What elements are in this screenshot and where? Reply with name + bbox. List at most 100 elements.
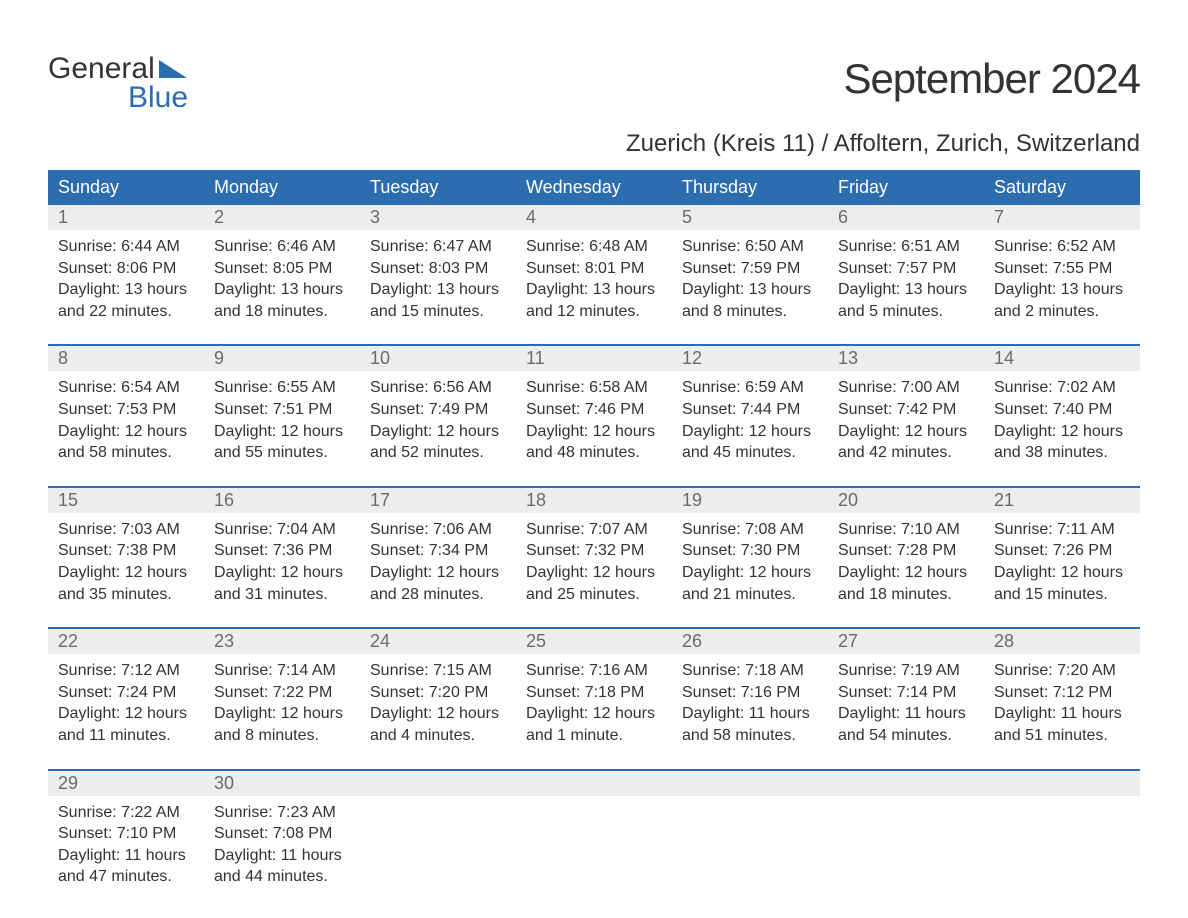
day-d2-text: and 21 minutes.: [682, 584, 818, 606]
day-d2-text: and 18 minutes.: [214, 301, 350, 323]
day-sr-text: Sunrise: 6:50 AM: [682, 236, 818, 258]
dow-friday: Friday: [828, 170, 984, 205]
day-d1-text: Daylight: 13 hours: [214, 279, 350, 301]
day-d2-text: and 45 minutes.: [682, 442, 818, 464]
day-d2-text: and 47 minutes.: [58, 866, 194, 888]
day-content-cell: Sunrise: 7:02 AMSunset: 7:40 PMDaylight:…: [984, 371, 1140, 486]
day-sr-text: Sunrise: 7:08 AM: [682, 519, 818, 541]
day-sr-text: Sunrise: 7:11 AM: [994, 519, 1130, 541]
day-content-cell: Sunrise: 7:23 AMSunset: 7:08 PMDaylight:…: [204, 796, 360, 910]
day-sr-text: Sunrise: 7:16 AM: [526, 660, 662, 682]
day-ss-text: Sunset: 8:01 PM: [526, 258, 662, 280]
day-number-cell: 28: [984, 628, 1140, 654]
day-number-cell: 19: [672, 487, 828, 513]
day-d1-text: Daylight: 13 hours: [370, 279, 506, 301]
day-ss-text: Sunset: 7:51 PM: [214, 399, 350, 421]
day-content-cell: Sunrise: 6:58 AMSunset: 7:46 PMDaylight:…: [516, 371, 672, 486]
day-content-cell: Sunrise: 7:06 AMSunset: 7:34 PMDaylight:…: [360, 513, 516, 628]
day-content-cell: Sunrise: 6:55 AMSunset: 7:51 PMDaylight:…: [204, 371, 360, 486]
day-d2-text: and 28 minutes.: [370, 584, 506, 606]
dow-monday: Monday: [204, 170, 360, 205]
day-number-cell: 17: [360, 487, 516, 513]
day-d2-text: and 51 minutes.: [994, 725, 1130, 747]
day-d1-text: Daylight: 12 hours: [214, 562, 350, 584]
week-daynum-row: 22232425262728: [48, 628, 1140, 654]
day-ss-text: Sunset: 7:12 PM: [994, 682, 1130, 704]
day-content-cell: Sunrise: 7:15 AMSunset: 7:20 PMDaylight:…: [360, 654, 516, 769]
day-content-cell: Sunrise: 6:59 AMSunset: 7:44 PMDaylight:…: [672, 371, 828, 486]
day-sr-text: Sunrise: 6:44 AM: [58, 236, 194, 258]
day-number-cell: 20: [828, 487, 984, 513]
day-d1-text: Daylight: 12 hours: [526, 703, 662, 725]
day-d2-text: and 25 minutes.: [526, 584, 662, 606]
day-ss-text: Sunset: 8:03 PM: [370, 258, 506, 280]
day-ss-text: Sunset: 7:26 PM: [994, 540, 1130, 562]
day-d2-text: and 8 minutes.: [214, 725, 350, 747]
day-d1-text: Daylight: 13 hours: [838, 279, 974, 301]
day-number-cell: 7: [984, 205, 1140, 230]
day-d1-text: Daylight: 12 hours: [526, 421, 662, 443]
day-content-cell: Sunrise: 6:48 AMSunset: 8:01 PMDaylight:…: [516, 230, 672, 345]
day-d1-text: Daylight: 13 hours: [58, 279, 194, 301]
day-number-cell: 30: [204, 770, 360, 796]
day-sr-text: Sunrise: 7:02 AM: [994, 377, 1130, 399]
day-sr-text: Sunrise: 6:46 AM: [214, 236, 350, 258]
day-sr-text: Sunrise: 7:18 AM: [682, 660, 818, 682]
day-d2-text: and 12 minutes.: [526, 301, 662, 323]
day-d1-text: Daylight: 12 hours: [58, 562, 194, 584]
day-ss-text: Sunset: 7:55 PM: [994, 258, 1130, 280]
day-number-cell: [828, 770, 984, 796]
day-ss-text: Sunset: 7:42 PM: [838, 399, 974, 421]
day-number-cell: [984, 770, 1140, 796]
day-content-cell: Sunrise: 7:20 AMSunset: 7:12 PMDaylight:…: [984, 654, 1140, 769]
dow-wednesday: Wednesday: [516, 170, 672, 205]
day-content-cell: Sunrise: 7:22 AMSunset: 7:10 PMDaylight:…: [48, 796, 204, 910]
day-d2-text: and 5 minutes.: [838, 301, 974, 323]
day-d1-text: Daylight: 12 hours: [526, 562, 662, 584]
dow-saturday: Saturday: [984, 170, 1140, 205]
day-number-cell: 22: [48, 628, 204, 654]
day-ss-text: Sunset: 7:18 PM: [526, 682, 662, 704]
day-d1-text: Daylight: 12 hours: [58, 703, 194, 725]
day-number-cell: 24: [360, 628, 516, 654]
day-ss-text: Sunset: 7:20 PM: [370, 682, 506, 704]
day-number-cell: 27: [828, 628, 984, 654]
day-content-cell: Sunrise: 7:11 AMSunset: 7:26 PMDaylight:…: [984, 513, 1140, 628]
day-d2-text: and 18 minutes.: [838, 584, 974, 606]
day-ss-text: Sunset: 7:49 PM: [370, 399, 506, 421]
day-sr-text: Sunrise: 7:03 AM: [58, 519, 194, 541]
day-d2-text: and 55 minutes.: [214, 442, 350, 464]
day-ss-text: Sunset: 7:36 PM: [214, 540, 350, 562]
day-sr-text: Sunrise: 7:10 AM: [838, 519, 974, 541]
day-d2-text: and 1 minute.: [526, 725, 662, 747]
day-ss-text: Sunset: 7:32 PM: [526, 540, 662, 562]
day-number-cell: 26: [672, 628, 828, 654]
day-number-cell: 10: [360, 345, 516, 371]
day-d2-text: and 44 minutes.: [214, 866, 350, 888]
week-daynum-row: 2930: [48, 770, 1140, 796]
day-content-cell: [516, 796, 672, 910]
day-ss-text: Sunset: 7:24 PM: [58, 682, 194, 704]
dow-header-row: Sunday Monday Tuesday Wednesday Thursday…: [48, 170, 1140, 205]
day-ss-text: Sunset: 8:06 PM: [58, 258, 194, 280]
day-d2-text: and 35 minutes.: [58, 584, 194, 606]
day-d2-text: and 54 minutes.: [838, 725, 974, 747]
day-d1-text: Daylight: 12 hours: [370, 703, 506, 725]
day-sr-text: Sunrise: 6:47 AM: [370, 236, 506, 258]
day-d2-text: and 22 minutes.: [58, 301, 194, 323]
day-number-cell: 12: [672, 345, 828, 371]
day-number-cell: 8: [48, 345, 204, 371]
day-d2-text: and 48 minutes.: [526, 442, 662, 464]
day-sr-text: Sunrise: 6:48 AM: [526, 236, 662, 258]
day-ss-text: Sunset: 7:16 PM: [682, 682, 818, 704]
month-title: September 2024: [843, 55, 1140, 103]
day-number-cell: [516, 770, 672, 796]
day-content-cell: Sunrise: 6:56 AMSunset: 7:49 PMDaylight:…: [360, 371, 516, 486]
day-d1-text: Daylight: 12 hours: [370, 421, 506, 443]
day-number-cell: 2: [204, 205, 360, 230]
day-content-cell: Sunrise: 7:16 AMSunset: 7:18 PMDaylight:…: [516, 654, 672, 769]
day-d2-text: and 2 minutes.: [994, 301, 1130, 323]
day-d2-text: and 4 minutes.: [370, 725, 506, 747]
logo-text-top: General: [48, 55, 155, 84]
day-number-cell: [672, 770, 828, 796]
